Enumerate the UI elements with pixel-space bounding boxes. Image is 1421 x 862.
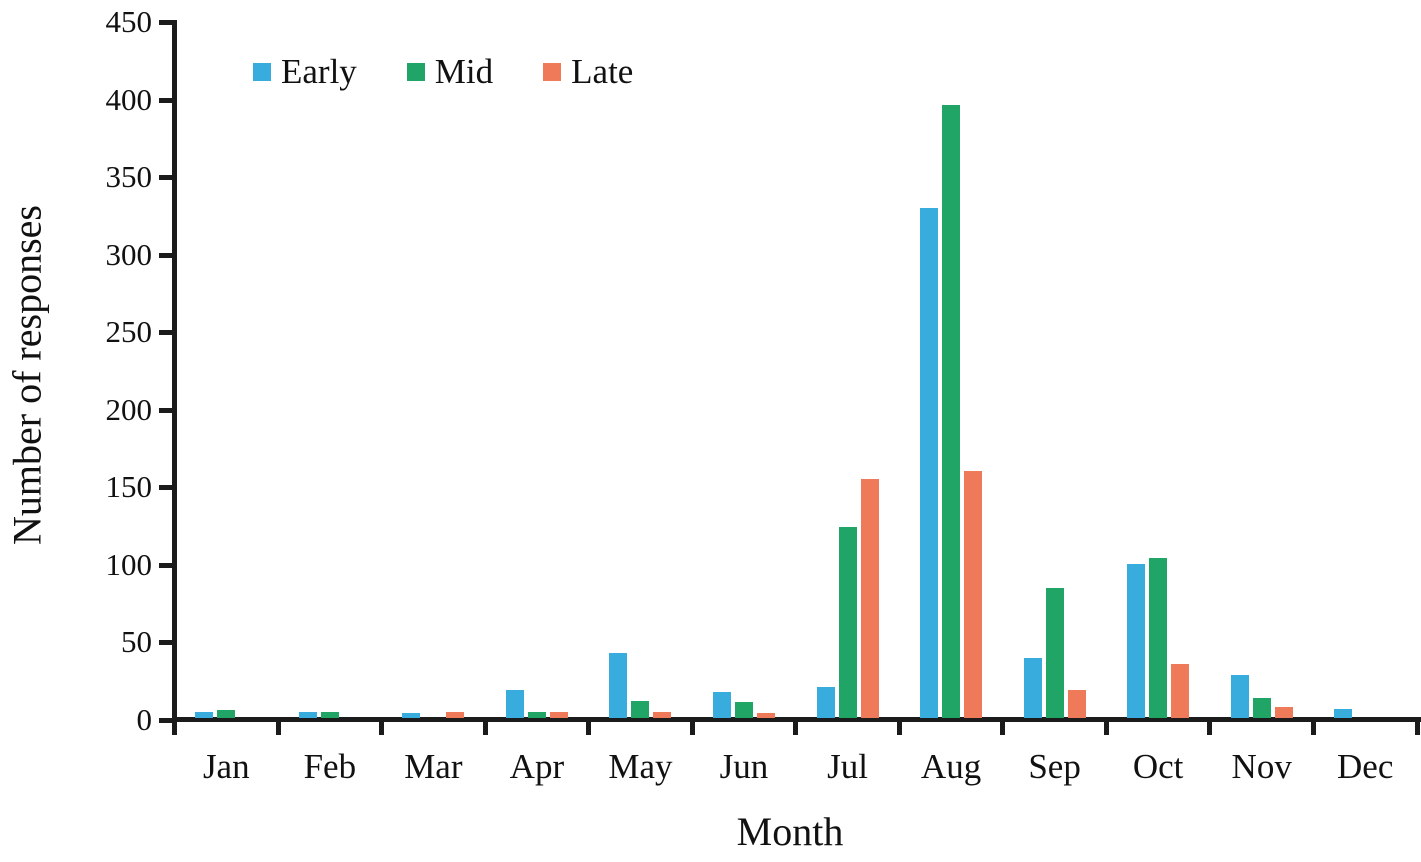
legend-swatch-icon <box>543 62 562 81</box>
bar-late-sep <box>1067 690 1086 718</box>
bar-early-aug <box>920 207 939 718</box>
bar-mid-sep <box>1045 587 1064 718</box>
y-tick-label: 150 <box>105 469 153 505</box>
x-category-label: Nov <box>1231 747 1292 786</box>
x-axis-tick <box>896 722 902 735</box>
y-tick-label: 0 <box>136 702 153 737</box>
bar-late-nov <box>1274 707 1293 718</box>
x-axis-tick <box>1000 722 1006 735</box>
bar-mid-jun <box>734 702 753 718</box>
x-category-label: Jul <box>827 747 868 786</box>
bar-early-sep <box>1023 657 1042 718</box>
x-category-label: May <box>608 747 673 786</box>
bar-late-jun <box>756 713 775 718</box>
x-axis-tick <box>1310 722 1316 735</box>
x-axis-tick <box>275 722 281 735</box>
x-category-label: Feb <box>303 747 357 786</box>
bar-mid-aug <box>942 105 961 718</box>
legend-item-mid: Mid <box>406 52 494 91</box>
bar-early-mar <box>402 713 421 718</box>
legend-swatch-icon <box>406 62 425 81</box>
y-tick-label: 200 <box>105 391 153 427</box>
bar-early-oct <box>1127 564 1146 718</box>
x-axis-title: Month <box>736 809 844 854</box>
y-tick-label: 450 <box>105 4 153 39</box>
x-axis-tick <box>379 722 385 735</box>
bar-late-jul <box>860 479 879 718</box>
legend-item-early: Early <box>253 54 357 89</box>
x-category-label: Mar <box>404 747 463 786</box>
legend-label: Mid <box>434 52 494 91</box>
bar-early-jan <box>195 711 214 718</box>
bar-early-jun <box>712 691 731 718</box>
bar-late-may <box>653 711 672 718</box>
bar-early-dec <box>1334 708 1353 718</box>
bar-mid-oct <box>1149 558 1168 718</box>
bar-early-apr <box>505 690 524 718</box>
y-axis-tick <box>159 718 172 723</box>
bar-early-feb <box>298 711 317 718</box>
bar-late-apr <box>549 711 568 718</box>
bar-mid-may <box>631 700 650 718</box>
y-axis-tick <box>159 562 172 568</box>
bar-mid-jan <box>217 710 236 718</box>
bar-early-jul <box>816 686 835 718</box>
x-axis-tick <box>793 722 799 735</box>
bar-early-nov <box>1230 674 1249 718</box>
bar-mid-apr <box>527 711 546 718</box>
x-axis-tick <box>1103 722 1109 735</box>
bar-late-aug <box>964 471 983 718</box>
y-axis-tick <box>159 485 172 491</box>
y-axis-line <box>172 20 177 725</box>
bar-late-mar <box>446 711 465 718</box>
bar-mid-nov <box>1252 697 1271 718</box>
legend-label: Late <box>571 52 634 91</box>
bar-late-oct <box>1171 663 1190 718</box>
legend: Early Mid Late <box>253 54 633 89</box>
x-category-label: Jun <box>719 747 769 786</box>
y-axis-tick <box>159 20 172 25</box>
y-tick-label: 300 <box>105 236 153 272</box>
y-tick-label: 250 <box>105 314 153 350</box>
x-axis-line <box>172 717 1421 722</box>
y-tick-label: 350 <box>105 159 153 195</box>
y-axis-tick <box>159 407 172 413</box>
legend-label: Early <box>281 52 357 91</box>
y-axis-tick <box>159 640 172 646</box>
x-category-label: Sep <box>1028 747 1081 786</box>
x-axis-tick <box>172 722 177 735</box>
bar-mid-jul <box>838 527 857 718</box>
x-axis-tick <box>482 722 488 735</box>
y-tick-label: 50 <box>121 624 152 660</box>
y-axis-tick <box>159 330 172 336</box>
x-axis-tick <box>1414 722 1420 735</box>
x-category-label: Aug <box>920 747 982 786</box>
x-category-label: Oct <box>1132 747 1184 786</box>
x-category-label: Apr <box>509 747 565 786</box>
y-axis-tick <box>159 97 172 103</box>
x-axis-tick <box>586 722 592 735</box>
y-tick-label: 400 <box>105 81 153 117</box>
x-axis-tick <box>689 722 695 735</box>
y-tick-label: 100 <box>105 546 153 582</box>
y-axis-tick <box>159 175 172 181</box>
bar-mid-feb <box>320 711 339 718</box>
legend-swatch-icon <box>253 62 271 81</box>
x-category-label: Jan <box>202 747 250 786</box>
y-axis-tick <box>159 252 172 258</box>
bar-early-may <box>609 652 628 718</box>
x-category-label: Dec <box>1337 747 1394 786</box>
legend-item-late: Late <box>543 54 633 89</box>
x-axis-tick <box>1207 722 1213 735</box>
